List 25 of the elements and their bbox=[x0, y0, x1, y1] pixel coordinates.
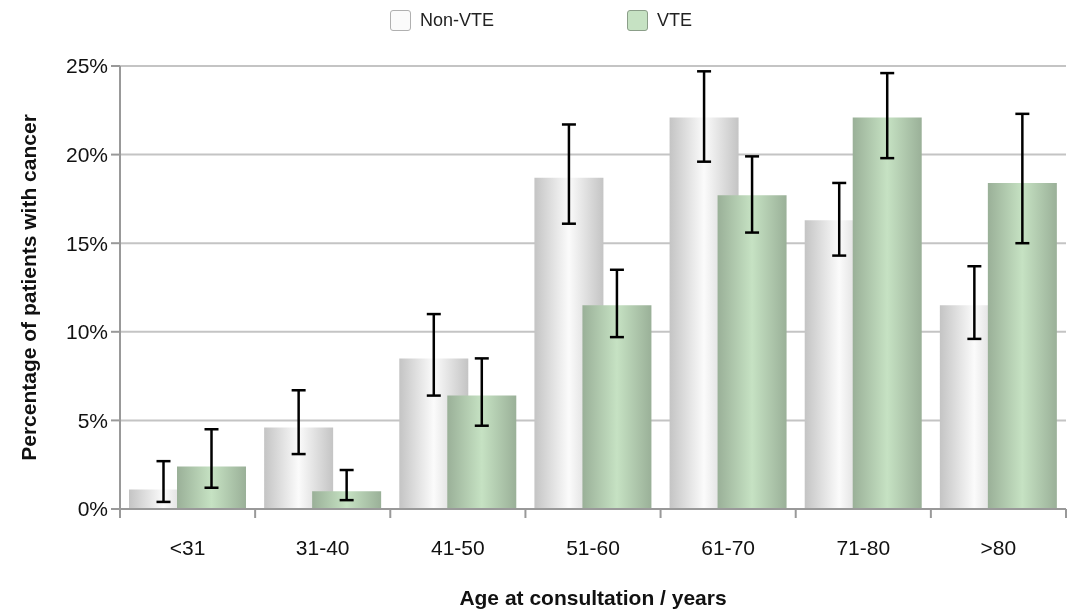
bar bbox=[177, 466, 246, 509]
x-tick-label: >80 bbox=[980, 536, 1017, 559]
x-tick-label: 51-60 bbox=[566, 536, 620, 559]
y-tick-label: 25% bbox=[65, 54, 108, 78]
x-tick-label: <31 bbox=[169, 536, 206, 559]
bar bbox=[264, 427, 334, 509]
bar bbox=[852, 117, 922, 509]
bar bbox=[717, 195, 787, 509]
x-tick-label: 41-50 bbox=[431, 536, 485, 559]
y-tick-label: 15% bbox=[65, 231, 108, 255]
bar bbox=[447, 395, 517, 509]
y-tick-label: 10% bbox=[65, 320, 108, 344]
bar bbox=[987, 182, 1057, 509]
legend-label: VTE bbox=[657, 10, 693, 31]
x-tick-label: 31-40 bbox=[295, 536, 350, 559]
bar bbox=[312, 491, 382, 509]
bar bbox=[582, 305, 652, 509]
y-axis-title: Percentage of patients with cancer bbox=[16, 114, 40, 461]
y-tick-label: 20% bbox=[65, 143, 108, 167]
x-tick-label: 71-80 bbox=[836, 536, 891, 559]
x-tick-label: 61-70 bbox=[701, 536, 755, 559]
legend-label: Non-VTE bbox=[420, 10, 495, 31]
y-tick-label: 5% bbox=[77, 408, 108, 432]
x-axis-title: Age at consultation / years bbox=[459, 585, 727, 609]
y-tick-label: 0% bbox=[77, 497, 108, 521]
